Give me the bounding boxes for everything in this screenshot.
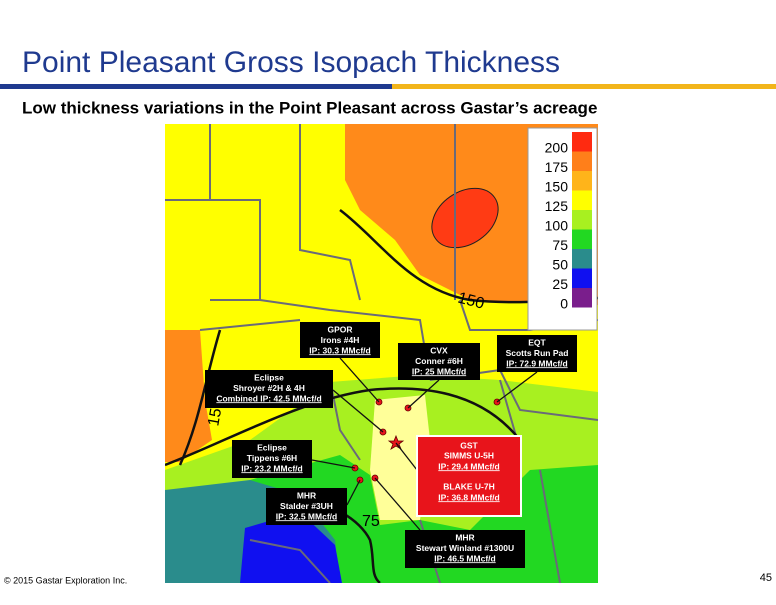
callout-text: Irons #4H: [321, 335, 360, 345]
callout-text: GPOR: [327, 324, 352, 334]
callout-ip: IP: 32.5 MMcf/d: [276, 511, 337, 521]
legend-swatch: [572, 190, 592, 210]
callout-text: Stewart Winland #1300U: [416, 543, 514, 553]
slide-title: Point Pleasant Gross Isopach Thickness: [22, 46, 560, 79]
legend-label: 25: [552, 276, 568, 292]
gst-text: IP: 36.8 MMcf/d: [438, 492, 499, 502]
callout-ip: IP: 25 MMcf/d: [412, 366, 466, 376]
legend-swatch: [572, 132, 592, 152]
legend-swatch: [572, 210, 592, 230]
callout-text: Scotts Run Pad: [506, 348, 569, 358]
callout-box: [398, 343, 480, 380]
callout-text: Eclipse: [257, 442, 287, 452]
legend-label: 100: [545, 218, 569, 234]
callout-text: CVX: [430, 345, 448, 355]
legend-label: 150: [545, 179, 569, 195]
callout-text: Stalder #3UH: [280, 501, 333, 511]
callout-ip: IP: 23.2 MMcf/d: [241, 463, 302, 473]
callout-box: [266, 488, 347, 525]
callout-box: [300, 322, 380, 358]
leader-lines: [311, 357, 538, 531]
gst-text: BLAKE U-7H: [443, 481, 494, 491]
copyright: © 2015 Gastar Exploration Inc.: [4, 575, 127, 585]
callout-text: Tippens #6H: [247, 453, 297, 463]
callout-text: MHR: [297, 490, 316, 500]
callout-box: [205, 370, 333, 408]
callout-box: [405, 530, 525, 568]
legend-label: 0: [560, 296, 568, 312]
legend-label: 50: [552, 257, 568, 273]
legend-swatch: [572, 249, 592, 269]
callout-text: Eclipse: [254, 372, 284, 382]
callout-box: [497, 335, 577, 372]
legend-label: 125: [545, 198, 569, 214]
callout-text: Shroyer #2H & 4H: [233, 383, 305, 393]
callout-box: [232, 440, 312, 478]
callout-ip: IP: 30.3 MMcf/d: [309, 345, 370, 355]
page-number: 45: [760, 572, 772, 584]
contour-label: 150: [456, 290, 486, 313]
title-bar: [0, 84, 392, 89]
gst-box: [416, 435, 522, 517]
gst-text: SIMMS U-5H: [444, 450, 494, 460]
callout-ip: IP: 72.9 MMcf/d: [506, 358, 567, 368]
subtitle: Low thickness variations in the Point Pl…: [22, 98, 597, 117]
gst-text: GST: [460, 440, 478, 450]
legend-label: 200: [545, 140, 569, 156]
legend-swatch: [572, 268, 592, 288]
callout-text: EQT: [528, 337, 546, 347]
callout-text: Conner #6H: [415, 356, 463, 366]
callout-ip: IP: 46.5 MMcf/d: [434, 553, 495, 563]
callout-text: MHR: [455, 532, 474, 542]
callout-ip: Combined IP: 42.5 MMcf/d: [216, 393, 321, 403]
legend-label: 75: [552, 237, 568, 253]
legend-swatch: [572, 288, 592, 308]
legend-swatch: [572, 229, 592, 249]
legend-label: 175: [545, 159, 569, 175]
legend-swatch: [572, 151, 592, 171]
contour-label: 75: [362, 513, 380, 530]
title-bar-gold: [392, 84, 776, 89]
legend-swatch: [572, 171, 592, 191]
gst-text: IP: 29.4 MMcf/d: [438, 461, 499, 471]
